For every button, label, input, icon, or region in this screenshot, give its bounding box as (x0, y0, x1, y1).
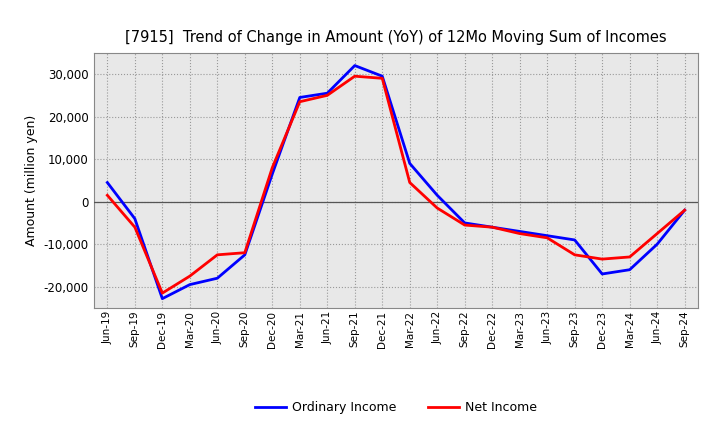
Net Income (433, 205, 441, 211)
Ordinary Income (460, 220, 469, 226)
Ordinary Income (405, 161, 414, 166)
Ordinary Income (543, 233, 552, 238)
Ordinary Income (516, 229, 524, 234)
Line: Net Income: Net Income (107, 76, 685, 293)
Net Income (680, 208, 689, 213)
Ordinary Income (158, 296, 166, 301)
Net Income (516, 231, 524, 236)
Ordinary Income (268, 171, 276, 176)
Net Income (295, 99, 304, 104)
Line: Ordinary Income: Ordinary Income (107, 66, 685, 299)
Ordinary Income (378, 73, 387, 79)
Net Income (598, 257, 606, 262)
Net Income (351, 73, 359, 79)
Net Income (653, 231, 662, 236)
Net Income (130, 224, 139, 230)
Ordinary Income (626, 267, 634, 272)
Ordinary Income (130, 216, 139, 221)
Ordinary Income (213, 275, 222, 281)
Net Income (240, 250, 249, 255)
Net Income (268, 165, 276, 170)
Title: [7915]  Trend of Change in Amount (YoY) of 12Mo Moving Sum of Incomes: [7915] Trend of Change in Amount (YoY) o… (125, 29, 667, 45)
Net Income (186, 273, 194, 279)
Net Income (405, 180, 414, 185)
Ordinary Income (295, 95, 304, 100)
Net Income (626, 254, 634, 260)
Ordinary Income (653, 242, 662, 247)
Net Income (488, 224, 497, 230)
Ordinary Income (240, 252, 249, 257)
Ordinary Income (351, 63, 359, 68)
Ordinary Income (570, 237, 579, 242)
Net Income (158, 290, 166, 296)
Net Income (570, 252, 579, 257)
Ordinary Income (186, 282, 194, 287)
Ordinary Income (433, 193, 441, 198)
Legend: Ordinary Income, Net Income: Ordinary Income, Net Income (250, 396, 542, 419)
Ordinary Income (103, 180, 112, 185)
Net Income (213, 252, 222, 257)
Ordinary Income (323, 91, 332, 96)
Ordinary Income (680, 208, 689, 213)
Ordinary Income (488, 224, 497, 230)
Net Income (378, 76, 387, 81)
Net Income (543, 235, 552, 240)
Ordinary Income (598, 271, 606, 277)
Net Income (103, 193, 112, 198)
Net Income (460, 222, 469, 228)
Net Income (323, 93, 332, 98)
Y-axis label: Amount (million yen): Amount (million yen) (25, 115, 38, 246)
